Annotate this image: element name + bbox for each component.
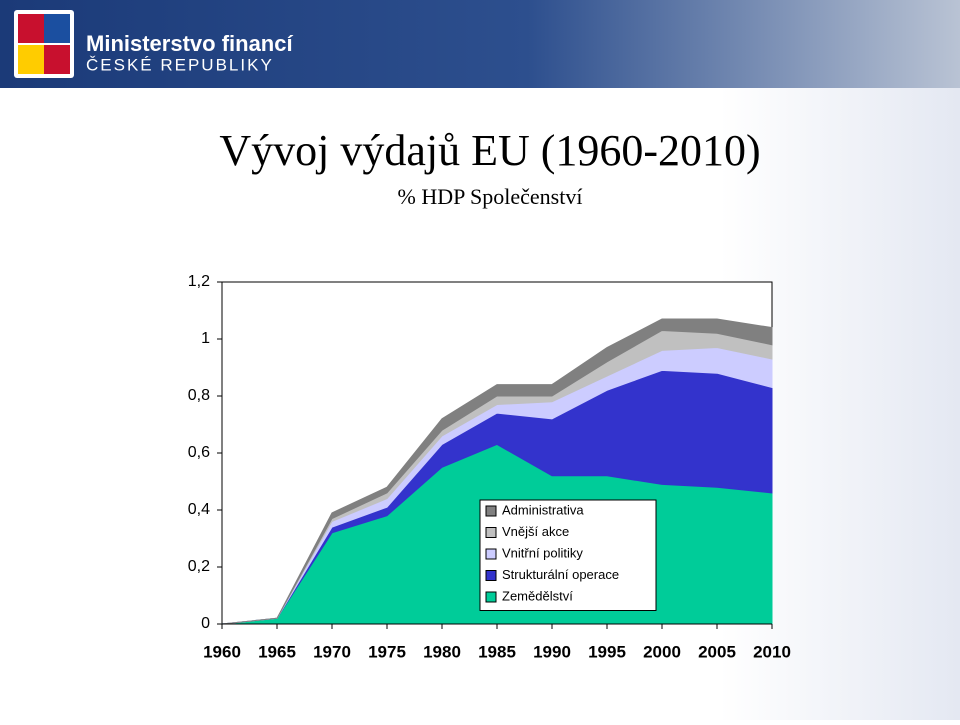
y-tick-label: 0 [201, 615, 210, 632]
legend-swatch [485, 505, 497, 517]
y-tick-label: 1 [201, 330, 210, 347]
x-tick-label: 2005 [698, 642, 736, 661]
header-band [0, 0, 960, 88]
legend-swatch [485, 527, 497, 538]
x-tick-label: 2010 [753, 642, 791, 661]
x-tick-label: 1990 [533, 642, 571, 661]
legend-label: Vnější akce [502, 524, 569, 539]
header-line1: Ministerstvo financí [86, 31, 293, 56]
logo [14, 10, 74, 78]
x-tick-label: 1960 [203, 642, 241, 661]
header-line2: ČESKÉ REPUBLIKY [86, 55, 274, 74]
x-tick-label: 1970 [313, 642, 351, 661]
legend-swatch [485, 548, 497, 560]
y-tick-label: 0,2 [188, 558, 210, 575]
area [221, 318, 773, 625]
legend [479, 499, 657, 611]
y-tick-label: 0,8 [188, 387, 210, 404]
x-tick-label: 1975 [368, 642, 406, 661]
legend-label: Strukturální operace [502, 567, 619, 582]
legend-swatch [485, 591, 497, 603]
y-tick-label: 1,2 [188, 273, 210, 290]
x-tick-label: 1965 [258, 642, 296, 661]
legend-swatch [485, 570, 497, 581]
x-tick-label: 1985 [478, 642, 516, 661]
x-tick-label: 2000 [643, 642, 681, 661]
y-tick-label: 0,6 [188, 444, 210, 461]
chart-title: Vývoj výdajů EU (1960-2010) [219, 126, 760, 175]
chart-subtitle: % HDP Společenství [398, 184, 583, 209]
legend-label: Vnitřní politiky [502, 545, 583, 560]
legend-label: Administrativa [502, 502, 584, 517]
x-tick-label: 1980 [423, 642, 461, 661]
y-tick-label: 0,4 [188, 501, 210, 518]
x-tick-label: 1995 [588, 642, 626, 661]
legend-label: Zemědělství [502, 588, 573, 603]
